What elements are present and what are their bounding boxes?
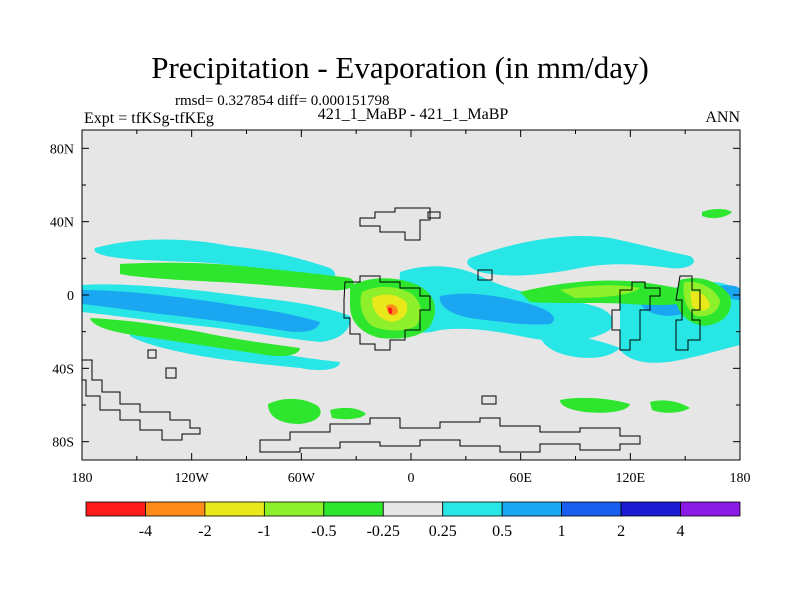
coast-north-block [359, 207, 431, 241]
coast-africa [343, 275, 431, 351]
colorbar: -4 -2 -1 -0.5 -0.25 0.25 0.5 1 2 4 [85, 501, 741, 540]
chart-title: Precipitation - Evaporation (in mm/day) [151, 50, 649, 85]
contour-green-north [702, 209, 732, 219]
colorbar-label: 0.25 [429, 523, 457, 540]
season-label: ANN [705, 109, 740, 126]
contour-blue-4 [720, 285, 740, 300]
contour-red-core [388, 307, 393, 315]
colorbar-label: -2 [198, 523, 211, 540]
contour-green-south-2 [330, 407, 366, 420]
contour-field [82, 209, 740, 424]
stats-line: rmsd= 0.327854 diff= 0.000151798 [175, 93, 390, 109]
axis-labels: 180 120W 60W 0 60E 120E 180 80N 40N 0 40S 80S [50, 142, 751, 486]
contour-green-nh-band [120, 262, 354, 291]
coast-island-5 [427, 211, 441, 219]
x-tick-label: 120W [175, 471, 210, 486]
x-tick-label: 180 [72, 471, 93, 486]
case-subtitle: 421_1_MaBP - 421_1_MaBP [317, 106, 509, 123]
colorbar-swatch [85, 501, 146, 517]
coast-east-a [611, 281, 661, 351]
contour-green-south-1 [268, 398, 321, 424]
coast-island-3 [477, 269, 493, 281]
experiment-label: Expt = tfKSg-tfKEg [84, 110, 214, 127]
y-tick-label: 40N [50, 216, 74, 231]
contour-cyan-band-nh2 [467, 236, 694, 276]
coast-antarctic [259, 417, 641, 453]
colorbar-label: 1 [558, 523, 566, 540]
colorbar-swatch [620, 501, 681, 517]
x-tick-label: 180 [730, 471, 751, 486]
coast-east-b [675, 275, 701, 351]
colorbar-swatch [442, 501, 503, 517]
x-tick-label: 0 [408, 471, 415, 486]
contour-green-south-4 [650, 400, 690, 413]
colorbar-label: -0.5 [311, 523, 336, 540]
coastlines [82, 207, 701, 453]
contour-green-sh-west [90, 318, 300, 356]
coast-sh-west [82, 359, 201, 441]
contour-blue-1 [82, 290, 320, 332]
colorbar-swatch [382, 501, 444, 517]
coast-island-1 [165, 367, 177, 379]
colorbar-label: 2 [617, 523, 625, 540]
x-tick-label: 120E [616, 471, 646, 486]
colorbar-swatch [263, 501, 325, 517]
coast-island-4 [481, 395, 497, 405]
colorbar-swatch [145, 501, 206, 517]
axis-ticks [81, 130, 741, 460]
colorbar-label: -1 [258, 523, 271, 540]
y-tick-label: 80S [52, 436, 74, 451]
colorbar-label: 4 [677, 523, 685, 540]
x-tick-label: 60W [288, 471, 316, 486]
y-tick-label: 0 [67, 289, 74, 304]
contour-blue-2 [439, 293, 554, 325]
coast-island-2 [147, 349, 157, 359]
contour-cyan-sh-mid [539, 330, 620, 358]
y-tick-label: 40S [52, 362, 74, 377]
colorbar-swatch [561, 501, 622, 517]
colorbar-label: -4 [139, 523, 152, 540]
colorbar-label: 0.5 [492, 523, 512, 540]
colorbar-swatch [204, 501, 265, 517]
y-tick-label: 80N [50, 142, 74, 157]
colorbar-swatch [680, 501, 741, 517]
colorbar-label: -0.25 [367, 523, 400, 540]
contour-green-south-3 [560, 397, 630, 413]
x-tick-label: 60E [509, 471, 532, 486]
colorbar-swatch [501, 501, 563, 517]
colorbar-swatch [323, 501, 384, 517]
